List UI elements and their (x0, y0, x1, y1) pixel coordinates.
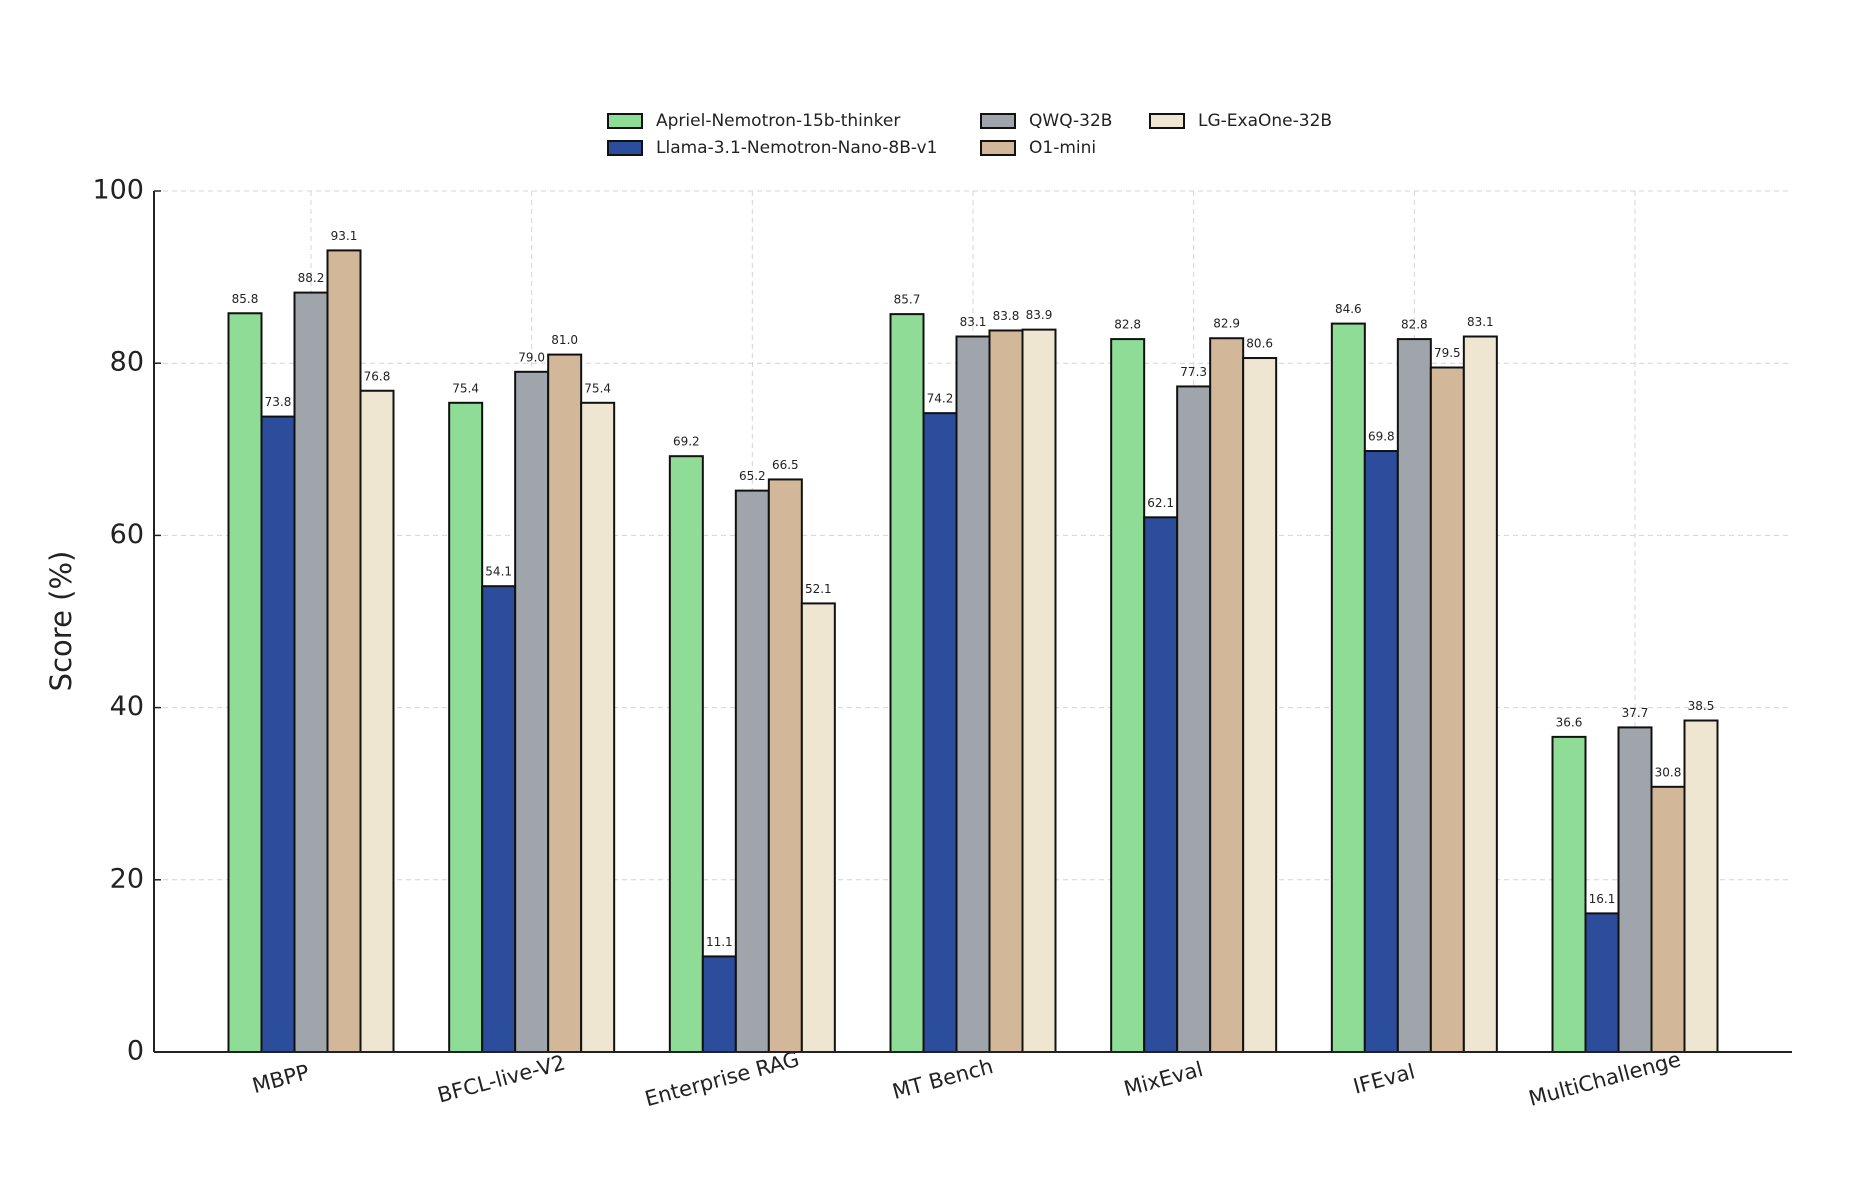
bar (734, 489, 770, 1053)
bar (1021, 328, 1057, 1054)
bar (889, 313, 925, 1053)
bar (1143, 516, 1179, 1053)
value-label: 66.5 (772, 458, 799, 472)
y-tick-label: 80 (110, 347, 144, 378)
bar (1429, 366, 1465, 1053)
legend-label: Llama-3.1-Nemotron-Nano-8B-v1 (656, 138, 937, 158)
bar (1462, 335, 1498, 1054)
bar (800, 602, 836, 1053)
value-label: 84.6 (1335, 302, 1362, 316)
value-label: 36.6 (1556, 715, 1583, 729)
bar (580, 401, 616, 1053)
value-label: 38.5 (1688, 699, 1715, 713)
value-label: 62.1 (1147, 496, 1174, 510)
bar (1617, 726, 1653, 1053)
legend-swatch (607, 113, 643, 129)
bar (293, 291, 329, 1053)
value-label: 82.9 (1213, 317, 1240, 331)
legend-swatch (1149, 113, 1185, 129)
value-label: 73.8 (265, 395, 292, 409)
value-label: 79.0 (518, 350, 545, 364)
value-label: 83.1 (960, 315, 987, 329)
value-label: 54.1 (485, 565, 512, 579)
bar (1242, 357, 1278, 1053)
x-tick-label: MBPP (250, 1060, 312, 1098)
bar (1584, 912, 1620, 1054)
y-tick-label: 40 (110, 691, 144, 722)
bar (668, 455, 704, 1053)
bar (227, 312, 263, 1053)
legend-label: QWQ-32B (1029, 111, 1112, 131)
bar (1209, 337, 1245, 1053)
value-label: 11.1 (706, 935, 733, 949)
legend-swatch (980, 140, 1016, 156)
bar (514, 370, 550, 1053)
bar (547, 353, 583, 1053)
value-label: 69.8 (1368, 430, 1395, 444)
value-label: 82.8 (1114, 318, 1141, 332)
y-axis-label: Score (%) (44, 551, 78, 692)
value-label: 85.7 (894, 293, 921, 307)
x-tick-label: MixEval (1121, 1057, 1205, 1101)
bar (988, 329, 1024, 1053)
bar (1330, 322, 1366, 1053)
value-label: 16.1 (1589, 892, 1616, 906)
value-label: 74.2 (927, 392, 954, 406)
bar (481, 585, 517, 1053)
value-label: 65.2 (739, 469, 766, 483)
legend-swatch (607, 140, 643, 156)
value-label: 30.8 (1655, 765, 1682, 779)
value-label: 93.1 (331, 229, 358, 243)
legend-label: LG-ExaOne-32B (1198, 111, 1332, 131)
value-label: 83.1 (1467, 315, 1494, 329)
value-label: 88.2 (298, 271, 325, 285)
x-tick-label: BFCL-live-V2 (435, 1050, 568, 1107)
value-label: 52.1 (805, 582, 832, 596)
bar (326, 249, 362, 1053)
value-label: 83.9 (1026, 308, 1053, 322)
bar (1551, 735, 1587, 1054)
value-label: 80.6 (1246, 337, 1273, 351)
bar (1650, 785, 1686, 1053)
bar (955, 335, 991, 1054)
value-label: 83.8 (993, 309, 1020, 323)
value-label: 79.5 (1434, 346, 1461, 360)
bar (701, 955, 737, 1054)
y-tick-label: 20 (110, 863, 144, 894)
bar (1110, 338, 1146, 1054)
bar (767, 478, 803, 1053)
value-label: 76.8 (364, 369, 391, 383)
value-label: 69.2 (673, 435, 700, 449)
x-tick-label: MultiChallenge (1526, 1047, 1683, 1111)
bar (359, 389, 395, 1053)
legend-label: O1-mini (1029, 138, 1096, 158)
bar (922, 412, 958, 1053)
legend-swatch (980, 113, 1016, 129)
y-tick-label: 100 (92, 175, 144, 206)
x-tick-label: MT Bench (890, 1054, 996, 1104)
value-label: 75.4 (584, 381, 611, 395)
legend-label: Apriel-Nemotron-15b-thinker (656, 111, 900, 131)
value-label: 77.3 (1180, 365, 1207, 379)
bar (448, 401, 484, 1053)
value-label: 85.8 (232, 292, 259, 306)
value-label: 82.8 (1401, 318, 1428, 332)
bar (260, 415, 296, 1054)
bar (1176, 385, 1212, 1053)
x-tick-label: Enterprise RAG (642, 1047, 802, 1111)
value-label: 75.4 (452, 381, 479, 395)
bar (1396, 338, 1432, 1054)
x-tick-label: IFEval (1351, 1059, 1418, 1098)
bar (1683, 719, 1719, 1053)
value-label: 37.7 (1622, 706, 1649, 720)
bar (1363, 450, 1399, 1054)
y-tick-label: 60 (110, 519, 144, 550)
y-tick-label: 0 (127, 1036, 144, 1067)
value-label: 81.0 (551, 333, 578, 347)
